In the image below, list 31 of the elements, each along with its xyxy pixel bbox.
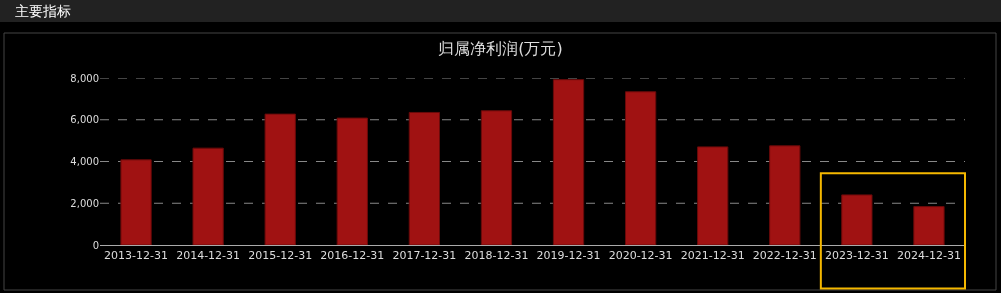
y-tick-label: 4,000 [70, 156, 99, 167]
bar [120, 159, 152, 245]
x-tick-label: 2023-12-31 [824, 249, 889, 263]
x-tick-label: 2021-12-31 [680, 249, 745, 263]
bar [264, 113, 296, 245]
y-tick-label: 6,000 [70, 114, 99, 126]
x-tick-label: 2014-12-31 [176, 249, 241, 263]
x-tick-label: 2013-12-31 [104, 249, 169, 263]
bar [913, 206, 945, 245]
text: 主要指标 [15, 3, 71, 19]
y-tick-label: 8,000 [70, 72, 99, 84]
y-tick-label: 0 [92, 239, 99, 251]
x-tick-label: 2017-12-31 [392, 249, 457, 263]
bar [336, 117, 368, 245]
x-tick-label: 2020-12-31 [608, 249, 673, 263]
bar [624, 91, 657, 245]
bar [769, 145, 801, 245]
x-tick-label: 2018-12-31 [464, 249, 529, 263]
bar [192, 147, 224, 245]
x-tick-label: 2019-12-31 [536, 249, 601, 263]
x-tick-label: 2016-12-31 [320, 249, 385, 263]
chart-title: 归属净利润(万元) [438, 38, 563, 58]
x-tick-label: 2015-12-31 [248, 249, 313, 263]
bar [697, 146, 729, 245]
bar [552, 79, 585, 245]
y-tick-label: 2,000 [70, 197, 99, 209]
bar [841, 194, 873, 245]
x-tick-label: 2022-12-31 [752, 249, 817, 263]
x-tick-label: 2024-12-31 [896, 249, 961, 263]
bar [408, 111, 441, 245]
bar [480, 110, 513, 245]
